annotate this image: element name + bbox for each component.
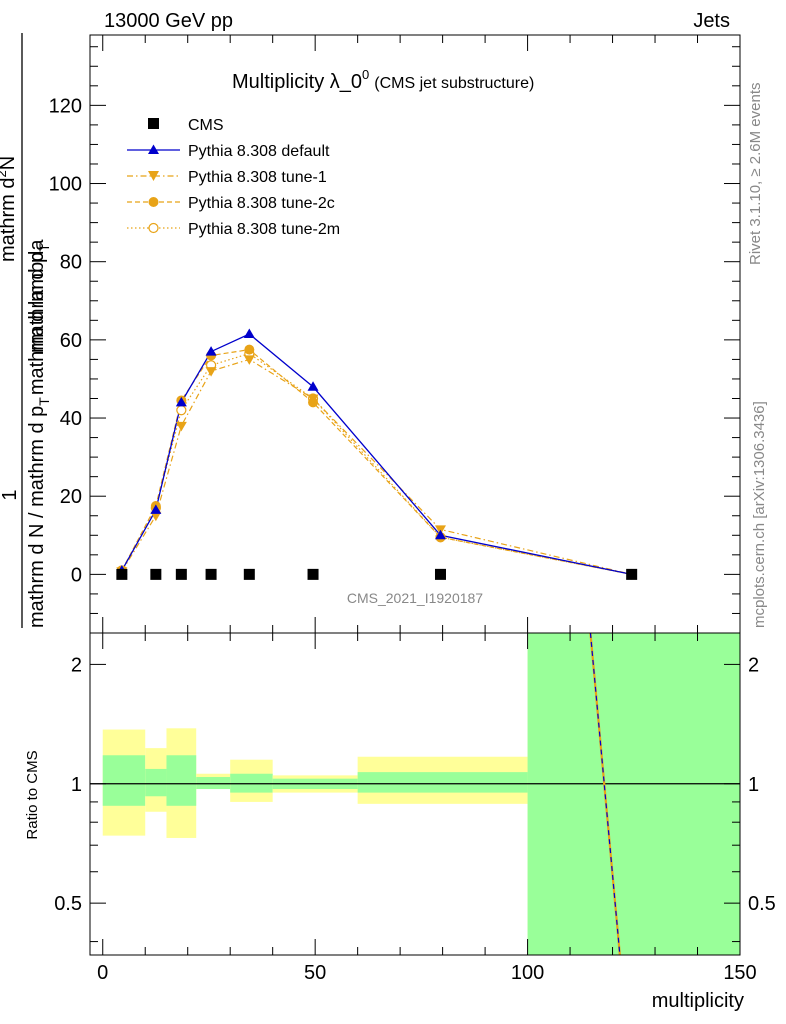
legend-label-tune2c: Pythia 8.308 tune-2c (188, 195, 335, 212)
series-point-2 (150, 511, 162, 522)
ratio-y-tick-labels: 0.5 0.5 1 1 2 2 (54, 654, 776, 915)
main-axis-ticks (90, 35, 741, 633)
x-tick-label: 100 (511, 962, 544, 984)
main-y-tick-labels: 0 20 40 60 80 100 120 (49, 95, 82, 586)
main-y-tick-label: 100 (49, 174, 82, 196)
series-point-1 (150, 504, 162, 514)
main-y-tick-label: 60 (60, 330, 82, 352)
series-line-1 (121, 333, 632, 576)
ratio-y-tick-label-right: 1 (748, 774, 759, 796)
main-y-axis-label: 1 mathrm d N / mathrm d pTmathrm d lambd… (0, 33, 52, 628)
series-point-1 (307, 381, 319, 391)
main-series-markers (116, 328, 638, 580)
ratio-line-tunes (589, 632, 621, 956)
ratio-stat-band (357, 772, 528, 793)
ratio-stat-band (145, 768, 167, 797)
ratio-stat-band (230, 773, 273, 793)
header-energy-label: 13000 GeV pp (104, 10, 233, 32)
main-y-tick-label: 20 (60, 486, 82, 508)
x-axis-label: multiplicity (652, 990, 744, 1012)
analysis-watermark: CMS_2021_I1920187 (347, 590, 483, 606)
series-point-1 (434, 529, 446, 540)
main-series-lines (121, 333, 632, 576)
series-line-4 (121, 352, 632, 575)
main-y-tick-label: 80 (60, 252, 82, 274)
cms-data-point (116, 568, 128, 580)
series-point-1 (243, 328, 255, 338)
ratio-y-tick-label-left: 2 (71, 654, 82, 676)
legend-label-default: Pythia 8.308 default (188, 143, 330, 160)
series-point-3 (244, 344, 255, 355)
legend-marker-tune2c (148, 197, 159, 207)
ratio-plot-frame (89, 632, 741, 956)
ylabel-fraction-top: 1 (0, 489, 21, 500)
series-line-2 (121, 358, 632, 575)
main-y-tick-label: 40 (60, 408, 82, 430)
cms-data-point (626, 568, 638, 580)
ratio-stat-band (102, 755, 146, 806)
series-point-2 (175, 421, 187, 432)
cms-data-point (434, 568, 446, 580)
ratio-stat-band (166, 755, 197, 806)
ratio-mc-lines (589, 632, 621, 956)
ratio-uncertainty-bands (102, 633, 740, 955)
ratio-y-tick-label-right: 0.5 (748, 893, 776, 915)
ylabel-numerator: mathrm d2N (0, 156, 19, 262)
legend-marker-tune1 (148, 171, 159, 181)
cms-data-point (307, 568, 319, 580)
series-point-2 (243, 355, 255, 365)
ratio-y-tick-label-left: 1 (71, 774, 82, 796)
series-point-2 (205, 367, 217, 377)
ylabel-fraction-bottom: mathrm d N / mathrm d pTmathrm d lambda (26, 239, 52, 628)
ratio-stat-band (527, 633, 740, 955)
ratio-stat-band (196, 777, 231, 790)
series-point-2 (307, 394, 319, 404)
rivet-version-label: Rivet 3.1.10, ≥ 2.6M events (747, 83, 764, 266)
legend-marker-default (148, 144, 159, 154)
legend-label-cms: CMS (188, 117, 224, 134)
mcplots-label: mcplots.cern.ch [arXiv:1306.3436] (751, 401, 768, 628)
cms-data-point (243, 568, 255, 580)
cms-data-point (150, 568, 162, 580)
ylabel-numerator-2: mathrm d pT (26, 243, 52, 353)
x-tick-labels: 0 50 100 150 (97, 962, 757, 984)
cms-data-point (205, 568, 217, 580)
x-tick-label: 0 (97, 962, 108, 984)
cms-data-point (175, 568, 187, 580)
legend-label-tune1: Pythia 8.308 tune-1 (188, 169, 327, 186)
x-tick-label: 150 (723, 962, 756, 984)
legend-label-tune2m: Pythia 8.308 tune-2m (188, 221, 340, 238)
ratio-y-axis-label: Ratio to CMS (24, 750, 41, 839)
series-point-1 (175, 396, 187, 407)
ratio-plot-panel: 0.5 0.5 1 1 2 2 0 50 100 150 Ratio to CMS multip… (24, 632, 776, 1012)
series-point-4 (176, 405, 187, 416)
chart-title: Multiplicity λ_00(CMS jet substructure) (232, 67, 534, 93)
header-process-label: Jets (693, 10, 730, 32)
legend: CMS Pythia 8.308 default Pythia 8.308 tu… (127, 117, 340, 238)
main-y-tick-label: 120 (49, 95, 82, 117)
series-line-3 (121, 349, 632, 575)
legend-marker-cms (148, 118, 159, 129)
series-point-1 (205, 346, 217, 356)
main-y-tick-label: 0 (71, 564, 82, 586)
x-tick-label: 50 (304, 962, 326, 984)
ratio-y-tick-label-right: 2 (748, 654, 759, 676)
ratio-y-tick-label-left: 0.5 (54, 893, 82, 915)
main-plot-panel: 0 20 40 60 80 100 120 Multiplicity λ_00(CMS je… (0, 33, 741, 634)
legend-marker-tune2m (148, 222, 159, 234)
